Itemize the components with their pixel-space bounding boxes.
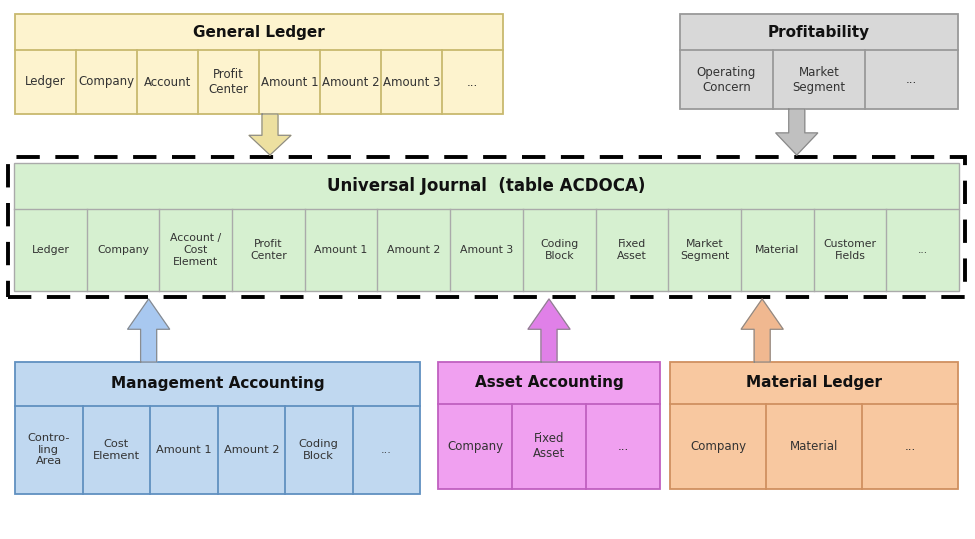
Bar	[15, 362, 420, 494]
Bar	[8, 157, 965, 297]
Text: Amount 3: Amount 3	[460, 245, 513, 255]
Bar	[438, 362, 660, 489]
Text: General Ledger: General Ledger	[193, 24, 325, 39]
Text: ...: ...	[917, 245, 928, 255]
Text: Account: Account	[144, 75, 191, 88]
Text: Fixed
Asset: Fixed Asset	[533, 432, 566, 460]
Text: Amount 2: Amount 2	[223, 445, 279, 455]
Text: Amount 3: Amount 3	[383, 75, 441, 88]
Text: Universal Journal  (table ACDOCA): Universal Journal (table ACDOCA)	[328, 177, 645, 195]
Text: ...: ...	[381, 445, 392, 455]
Polygon shape	[528, 299, 570, 362]
Text: Profitability: Profitability	[768, 25, 870, 39]
Text: Amount 2: Amount 2	[387, 245, 441, 255]
Bar	[680, 14, 958, 109]
Text: Management Accounting: Management Accounting	[111, 376, 325, 391]
Text: Material: Material	[790, 440, 838, 453]
Polygon shape	[128, 299, 170, 362]
Bar	[670, 362, 958, 489]
Text: Profit
Center: Profit Center	[209, 68, 249, 96]
Text: Customer
Fields: Customer Fields	[824, 239, 877, 261]
Text: Material Ledger: Material Ledger	[746, 376, 882, 390]
Text: Amount 1: Amount 1	[260, 75, 318, 88]
Polygon shape	[741, 299, 783, 362]
Text: Amount 2: Amount 2	[322, 75, 379, 88]
Text: Operating
Concern: Operating Concern	[697, 66, 756, 94]
Bar	[15, 14, 503, 114]
Text: Account /
Cost
Element: Account / Cost Element	[171, 233, 221, 267]
Text: Company: Company	[78, 75, 135, 88]
Text: Asset Accounting: Asset Accounting	[475, 376, 623, 390]
Text: ...: ...	[467, 75, 478, 88]
Text: Coding
Block: Coding Block	[540, 239, 578, 261]
Text: ...: ...	[617, 440, 629, 453]
Text: Company: Company	[447, 440, 503, 453]
Text: Market
Segment: Market Segment	[793, 66, 845, 94]
Text: Market
Segment: Market Segment	[680, 239, 729, 261]
Text: Amount 1: Amount 1	[156, 445, 212, 455]
Text: Material: Material	[756, 245, 799, 255]
Text: Fixed
Asset: Fixed Asset	[617, 239, 646, 261]
Text: ...: ...	[905, 440, 916, 453]
Polygon shape	[249, 114, 291, 155]
Text: Ledger: Ledger	[31, 245, 69, 255]
Polygon shape	[776, 109, 818, 155]
Text: Coding
Block: Coding Block	[298, 439, 338, 461]
Text: Amount 1: Amount 1	[315, 245, 368, 255]
Text: ...: ...	[906, 73, 917, 86]
Text: Company: Company	[690, 440, 746, 453]
Text: Profit
Center: Profit Center	[250, 239, 287, 261]
Text: Contro-
ling
Area: Contro- ling Area	[27, 433, 70, 466]
Text: Company: Company	[98, 245, 149, 255]
Bar	[14, 163, 959, 291]
Text: Ledger: Ledger	[25, 75, 66, 88]
Text: Cost
Element: Cost Element	[93, 439, 139, 461]
